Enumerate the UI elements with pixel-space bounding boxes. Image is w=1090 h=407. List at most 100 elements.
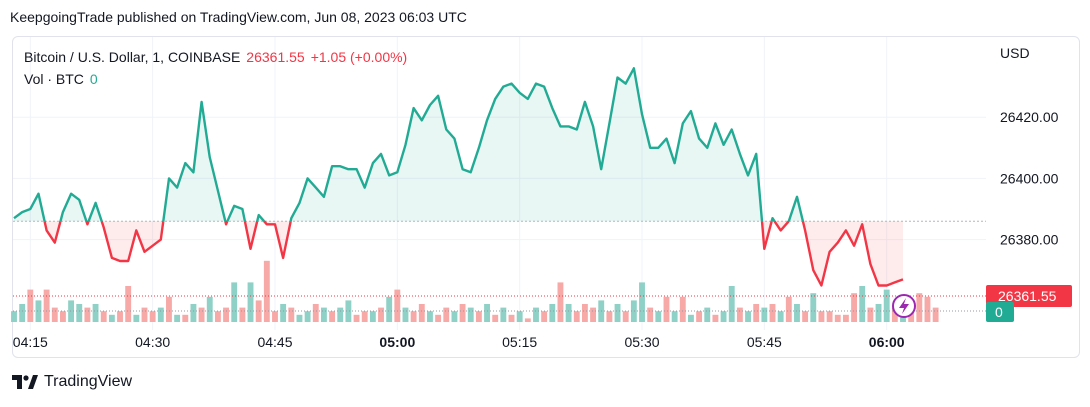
volume-bar <box>410 311 417 322</box>
volume-bar <box>842 314 849 322</box>
volume-bar <box>378 307 384 322</box>
price-change: +1.05 (+0.00%) <box>310 49 408 65</box>
chart-frame <box>12 36 1080 358</box>
volume-bar <box>206 296 213 322</box>
price-area-above <box>163 101 226 222</box>
volume-bar <box>255 300 262 322</box>
time-tick-label: 04:15 <box>13 334 48 350</box>
volume-bar <box>435 314 442 322</box>
price-area-above <box>14 193 45 222</box>
volume-bar <box>606 311 613 322</box>
volume-bar <box>769 304 776 322</box>
volume-bar <box>59 311 66 322</box>
volume-bar <box>19 304 26 322</box>
volume-bar <box>508 314 515 322</box>
volume-bar <box>92 304 99 322</box>
last-price: 26361.55 <box>246 49 305 65</box>
volume-bar <box>826 311 833 322</box>
price-line-below <box>85 220 90 226</box>
volume-bar <box>35 300 42 322</box>
volume-value: 0 <box>89 71 98 87</box>
price-line <box>13 67 904 287</box>
volume-label: Vol · BTC <box>24 71 84 87</box>
volume-bar <box>916 293 923 322</box>
time-tick-label: 05:00 <box>379 334 415 350</box>
legend-symbol-row[interactable]: Bitcoin / U.S. Dollar, 1, COINBASE 26361.… <box>24 46 407 68</box>
volume-bar <box>312 304 319 322</box>
price-area-below <box>244 221 258 249</box>
volume-bar <box>859 286 866 322</box>
volume-bar <box>834 314 841 322</box>
volume-bar <box>533 307 539 322</box>
price-line-above <box>226 204 247 222</box>
volume-bar <box>369 311 376 322</box>
volume-bar <box>402 307 409 322</box>
volume-bar <box>353 314 360 322</box>
time-tick-label: 06:00 <box>869 334 905 350</box>
volume-bar <box>304 311 311 322</box>
price-line-above <box>162 100 227 222</box>
volume-bar <box>549 304 556 322</box>
volume-badge <box>986 302 1014 322</box>
volume-bar <box>190 304 197 322</box>
price-line-below <box>43 220 62 244</box>
volume-bar <box>443 307 450 322</box>
price-line-above <box>87 201 103 222</box>
volume-bar <box>802 311 809 322</box>
symbol-name[interactable]: Bitcoin / U.S. Dollar, 1, COINBASE <box>24 49 241 65</box>
volume-bar <box>573 311 580 322</box>
volume-bar <box>516 311 523 322</box>
price-area-above <box>60 193 87 222</box>
lightning-icon <box>892 294 916 318</box>
volume-bar <box>663 296 670 322</box>
volume-bar <box>679 296 686 322</box>
volume-bar <box>753 304 760 322</box>
volume-bar <box>223 307 229 322</box>
price-area-below <box>802 221 903 286</box>
volume-bar <box>475 311 482 322</box>
price-tick-label: 26420.00 <box>1000 109 1059 125</box>
volume-bar <box>867 307 874 322</box>
volume-bar <box>932 307 939 322</box>
volume-bar <box>639 282 645 322</box>
volume-bar <box>875 304 882 322</box>
price-area-below <box>44 221 61 243</box>
volume-bar <box>125 286 132 322</box>
volume-bar <box>712 314 719 322</box>
volume-bar <box>272 311 278 322</box>
volume-bar <box>166 296 172 322</box>
volume-bar <box>883 289 890 322</box>
price-line-below <box>801 220 904 287</box>
price-line-above <box>256 213 265 222</box>
volume-bar <box>794 304 800 322</box>
volume-bar <box>704 307 711 322</box>
price-area-above <box>290 68 762 222</box>
volume-bar <box>818 311 825 322</box>
volume-bar <box>736 307 743 322</box>
legend-volume-row[interactable]: Vol · BTC 0 <box>24 68 407 90</box>
volume-bar <box>500 307 507 322</box>
volume-bar <box>761 307 768 322</box>
volume-bar <box>11 311 17 322</box>
currency-label[interactable]: USD <box>1000 45 1030 61</box>
volume-bar <box>557 282 564 322</box>
chart-grid <box>13 37 986 330</box>
publish-info: KeepgoingTrade published on TradingView.… <box>10 9 467 25</box>
volume-bar <box>459 304 466 322</box>
time-tick-label: 05:30 <box>624 334 659 350</box>
time-axis: 04:15 04:30 04:45 05:00 05:15 05:30 05:45 06:00 <box>13 334 905 350</box>
volume-bar <box>581 304 588 322</box>
volume-bar <box>647 307 654 322</box>
price-axis: 26380.00 26400.00 26420.00 <box>1000 109 1059 247</box>
volume-bar <box>541 311 548 322</box>
volume-bar <box>157 307 164 322</box>
last-price-badge <box>986 285 1072 308</box>
price-line-below <box>243 220 259 250</box>
volume-bar <box>785 296 792 322</box>
chart-legend: Bitcoin / U.S. Dollar, 1, COINBASE 26361.… <box>24 46 407 90</box>
volume-bar <box>427 311 433 322</box>
tradingview-logo[interactable]: TradingView <box>12 373 132 391</box>
volume-bar <box>239 307 246 322</box>
volume-bar <box>720 311 727 322</box>
